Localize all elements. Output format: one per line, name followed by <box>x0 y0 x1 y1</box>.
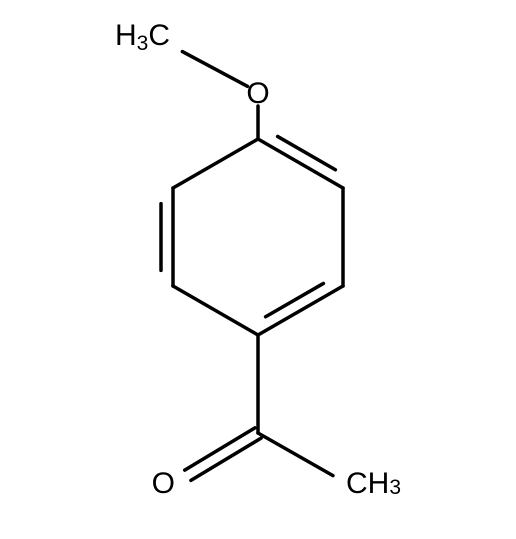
chemical-structure: O H3C O CH3 <box>0 0 516 539</box>
bond-C3-C4 <box>266 283 324 316</box>
bond-C6-C1 <box>173 139 258 188</box>
bond-C4-C5 <box>173 286 258 335</box>
atom-label-O7: O <box>246 77 269 110</box>
atom-label-O10: O <box>152 467 175 500</box>
atom-label-C8: H3C <box>115 19 170 55</box>
atom-label-C11: CH3 <box>346 467 401 500</box>
bond-O7-C8 <box>182 52 247 87</box>
bond-C3-C4 <box>258 286 343 335</box>
bond-C1-C2 <box>258 139 343 188</box>
bond-C9-C11 <box>258 433 333 476</box>
bond-C1-C2 <box>278 136 336 169</box>
